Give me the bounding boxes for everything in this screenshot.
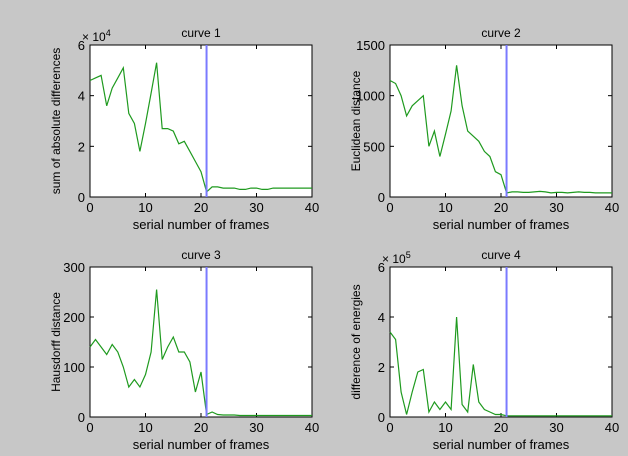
y-tick-label: 1000 <box>356 89 385 104</box>
x-tick-label: 30 <box>249 200 263 215</box>
y-tick-label: 2 <box>78 139 85 154</box>
chart-title: curve 1 <box>181 26 221 40</box>
x-tick-label: 0 <box>86 200 93 215</box>
x-tick-label: 40 <box>305 420 319 435</box>
y-tick-label: 6 <box>78 38 85 53</box>
x-axis-label: serial number of frames <box>133 437 270 452</box>
y-tick-label: 0 <box>78 190 85 205</box>
x-axis-label: serial number of frames <box>133 217 270 232</box>
series-line <box>89 289 312 417</box>
y-tick-label: 300 <box>63 260 85 275</box>
y-axis-label: Hausdorff distance <box>49 292 63 392</box>
chart-title: curve 4 <box>481 248 521 262</box>
x-tick-label: 40 <box>605 200 619 215</box>
x-tick-label: 30 <box>549 200 563 215</box>
y-axis-label: difference of energies <box>349 284 363 399</box>
x-tick-label: 20 <box>494 200 508 215</box>
x-tick-label: 10 <box>438 420 452 435</box>
x-axis-label: serial number of frames <box>433 437 570 452</box>
y-tick-label: 500 <box>363 139 385 154</box>
x-tick-label: 40 <box>305 200 319 215</box>
x-tick-label: 40 <box>605 420 619 435</box>
exponent-base: × 10 <box>82 30 106 44</box>
x-tick-label: 0 <box>86 420 93 435</box>
y-tick-label: 200 <box>63 310 85 325</box>
x-tick-label: 0 <box>386 200 393 215</box>
y-tick-label: 1500 <box>356 38 385 53</box>
y-tick-label: 2 <box>378 360 385 375</box>
x-tick-label: 10 <box>138 200 152 215</box>
series-line <box>389 65 612 194</box>
x-tick-label: 10 <box>138 420 152 435</box>
plot-area <box>89 266 313 418</box>
x-tick-label: 20 <box>194 200 208 215</box>
x-axis-label: serial number of frames <box>433 217 570 232</box>
y-tick-label: 100 <box>63 360 85 375</box>
y-axis-label: sum of absolute differences <box>49 48 63 195</box>
exponent-power: 5 <box>406 250 411 260</box>
chart-title: curve 3 <box>181 248 221 262</box>
x-tick-label: 20 <box>194 420 208 435</box>
x-tick-label: 20 <box>494 420 508 435</box>
exponent-label: × 105 <box>382 250 411 266</box>
x-tick-label: 30 <box>249 420 263 435</box>
chart-title: curve 2 <box>481 26 521 40</box>
y-tick-label: 4 <box>378 310 385 325</box>
series-line <box>89 62 312 193</box>
chart-3: 0 10 20 30 40 0 100 200 300 curve 3 serial number … <box>49 248 319 452</box>
chart-4: 0 10 20 30 40 0 2 4 6 curve 4 serial number of fra… <box>349 248 619 452</box>
y-tick-label: 0 <box>378 190 385 205</box>
x-tick-label: 30 <box>549 420 563 435</box>
chart-1: 0 10 20 30 40 0 2 4 6 curve 1 serial number of fra… <box>49 26 319 232</box>
y-tick-label: 6 <box>378 260 385 275</box>
x-tick-label: 0 <box>386 420 393 435</box>
x-tick-label: 10 <box>438 200 452 215</box>
series-line <box>389 316 612 417</box>
exponent-label: × 104 <box>82 28 111 44</box>
chart-2: 0 10 20 30 40 0 500 1000 1500 curve 2 serial numbe… <box>349 26 619 232</box>
plot-area <box>389 44 613 198</box>
exponent-base: × 10 <box>382 252 406 266</box>
y-tick-label: 0 <box>378 410 385 425</box>
exponent-power: 4 <box>106 28 111 38</box>
y-tick-label: 4 <box>78 89 85 104</box>
y-tick-label: 0 <box>78 410 85 425</box>
plot-area <box>389 266 613 418</box>
y-axis-label: Euclidean distance <box>349 70 363 171</box>
